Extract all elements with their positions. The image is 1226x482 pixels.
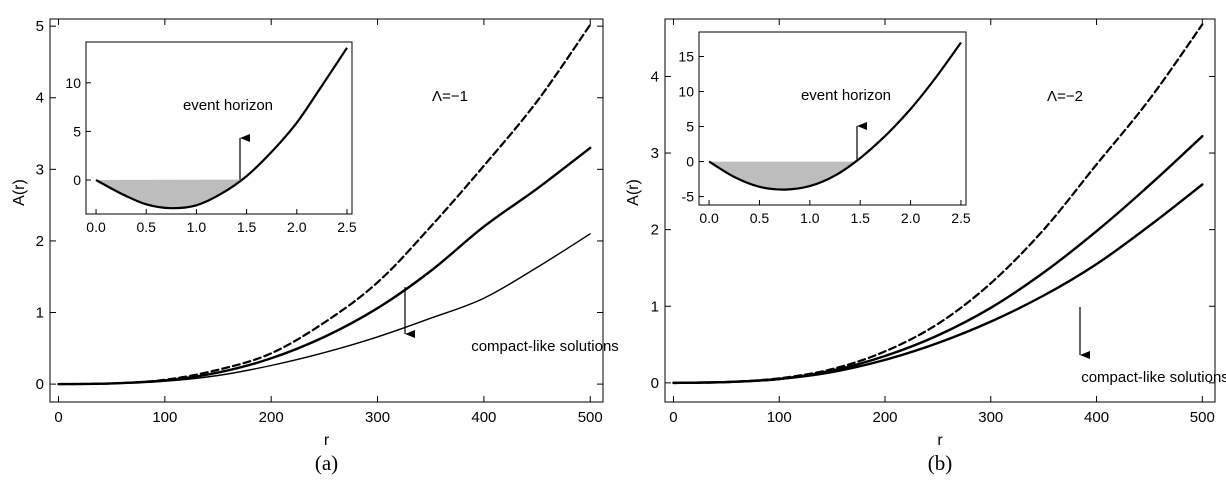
inset-y-tick-label: 5 [73,123,81,139]
panel-caption: (b) [928,451,953,475]
event-horizon-label: event horizon [801,87,891,104]
series-line-2 [57,233,591,385]
compact-solutions-label: compact-like solutions [1081,369,1226,386]
inset-y-tick-label: 10 [65,75,81,91]
x-tick-label: 0 [669,409,677,426]
inset-y-tick-label: 0 [686,154,694,170]
inset-x-tick-label: 0.5 [136,219,156,235]
inset-x-tick-label: 1.5 [850,210,870,226]
inset-x-tick-label: 2.0 [901,210,921,226]
inset-x-tick-label: 2.5 [337,219,357,235]
inset-curve [95,47,348,210]
y-tick-label: 4 [651,68,659,85]
panel-b: 0 100 200 300 400 50001234rA(r)(b)Λ=−2compact… [625,18,1226,475]
inset-x-tick-label: 1.5 [237,219,257,235]
x-axis-label: r [324,432,330,449]
plot-frame [664,18,1216,403]
y-tick-label: 1 [651,298,659,315]
x-tick-label: 300 [365,409,390,426]
y-tick-label: 4 [36,90,44,107]
inset-y-tick-label: 5 [686,119,694,135]
inset-y-tick-label: 10 [678,84,694,100]
x-axis-label: r [937,432,943,449]
y-tick-label: 3 [36,161,44,178]
y-tick-label: 0 [36,376,44,393]
inset-x-tick-label: 0.5 [750,210,770,226]
x-tick-label: 200 [259,409,284,426]
y-tick-label: 2 [651,222,659,239]
inset-x-tick-label: 1.0 [800,210,820,226]
x-tick-label: 400 [471,409,496,426]
compact-solutions-label: compact-like solutions [471,338,619,355]
x-tick-label: 100 [767,409,792,426]
x-tick-label: 100 [152,409,177,426]
inset-curve [708,41,962,191]
y-tick-label: 0 [651,375,659,392]
x-tick-label: 400 [1084,409,1109,426]
x-tick-label: 0 [54,409,62,426]
panel-a: 0 100 200 300 400 500012345rA(r)(a)Λ=−1compac… [11,18,619,475]
inset-x-tick-label: 2.0 [287,219,307,235]
y-tick-label: 3 [651,145,659,162]
inset-x-tick-label: 0.0 [699,210,719,226]
x-tick-label: 200 [872,409,897,426]
x-tick-label: 500 [578,409,603,426]
inset-x-tick-label: 1.0 [187,219,207,235]
y-tick-label: 1 [36,305,44,322]
plot-frame [49,18,604,403]
x-tick-label: 500 [1190,409,1215,426]
inset-x-tick-label: 0.0 [86,219,106,235]
y-tick-label: 2 [36,233,44,250]
inset-y-tick-label: -5 [682,189,695,205]
inset-y-tick-label: 0 [73,172,81,188]
x-tick-label: 300 [978,409,1003,426]
y-tick-label: 5 [36,18,44,35]
lambda-annotation: Λ=−2 [1047,88,1083,105]
event-horizon-label: event horizon [183,97,273,114]
inset-shaded-region [709,161,856,190]
y-axis-label: A(r) [625,179,642,206]
y-axis-label: A(r) [11,179,28,206]
inset-x-tick-label: 2.5 [951,210,971,226]
lambda-annotation: Λ=−1 [432,88,468,105]
series-line-2 [672,183,1204,385]
inset-y-tick-label: 15 [678,49,694,65]
panel-caption: (a) [315,451,338,475]
